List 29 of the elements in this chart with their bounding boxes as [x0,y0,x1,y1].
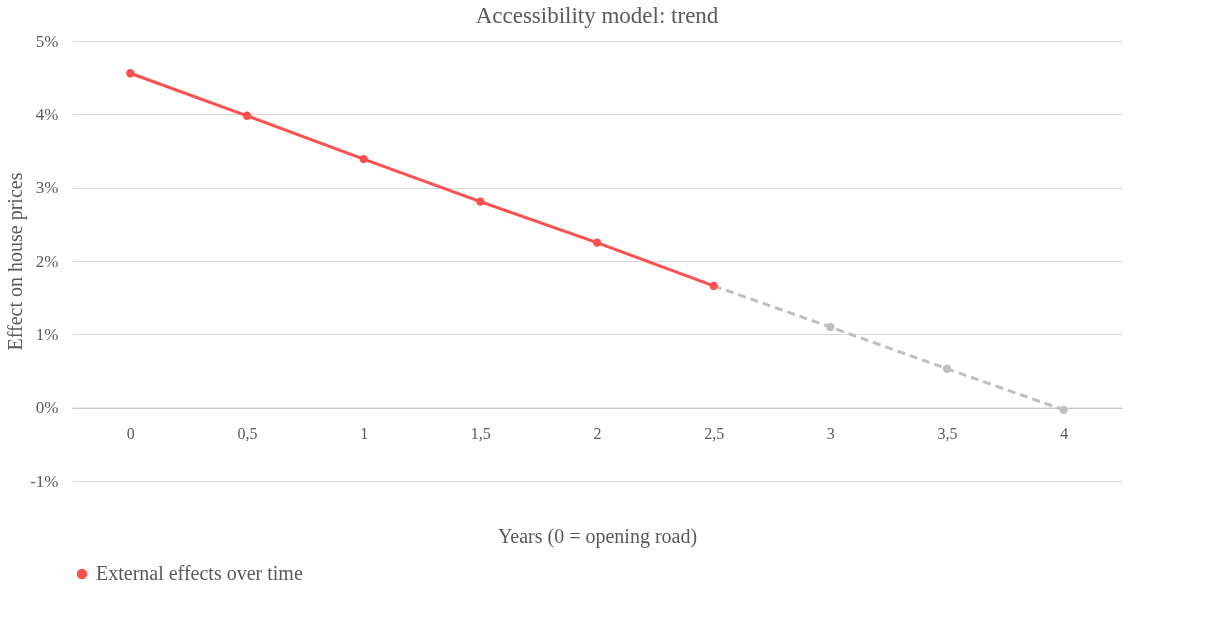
y-tick-label: -1% [30,471,59,491]
point [359,154,368,164]
y-tick-label: 0% [35,398,59,418]
point [1059,405,1068,415]
x-tick-label: 3,5 [937,425,958,443]
point [942,364,952,373]
y-tick-label: 2% [35,251,59,271]
x-tick-label: 3 [826,425,835,443]
x-tick-label: 2,5 [704,425,725,443]
legend-label: External effects over time [96,562,303,584]
point [126,69,135,78]
x-tick-label: 1,5 [470,425,491,443]
y-tick-label: 1% [35,324,59,344]
x-tick-label: 4 [1060,425,1069,443]
point [709,281,718,291]
x-tick-label: 0 [126,425,135,443]
y-tick-label: 3% [35,178,59,198]
chart-title: Accessibility model: trend [475,3,719,28]
x-tick-label: 2 [593,425,602,443]
point [826,322,835,332]
x-tick-label: 0,5 [237,425,258,443]
y-tick-label: 4% [35,104,59,124]
y-axis-title: Effect on house prices [4,172,28,351]
point [476,197,485,206]
x-axis-title: Years (0 = opening road) [497,524,698,548]
point [592,238,602,247]
y-tick-label: 5% [35,31,59,51]
x-tick-label: 1 [360,425,369,443]
point [242,111,252,120]
